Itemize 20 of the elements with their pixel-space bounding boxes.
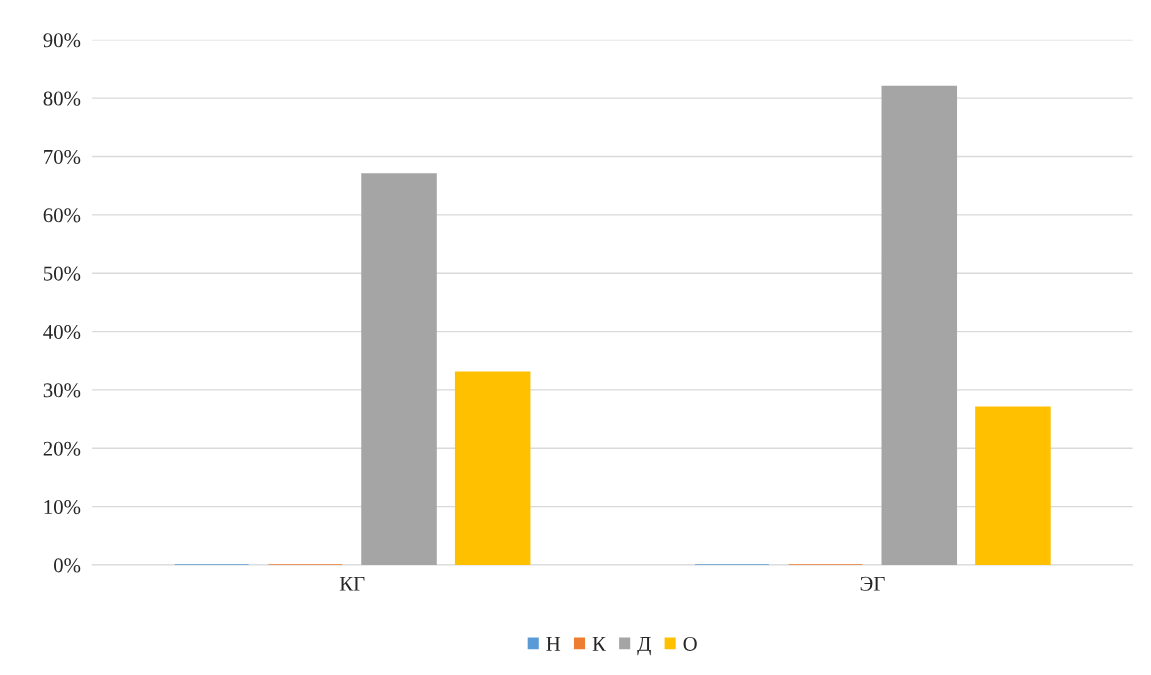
bar — [361, 173, 437, 565]
y-tick-label: 30% — [43, 383, 81, 398]
y-tick-label: 70% — [44, 149, 81, 165]
legend-label: О — [683, 636, 697, 651]
y-tick-label: 10% — [44, 500, 81, 515]
bar — [975, 406, 1051, 565]
y-tick-label: 50% — [43, 266, 81, 281]
y-tick-label: 60% — [43, 208, 81, 223]
y-tick-label: 0% — [53, 558, 81, 573]
x-tick-label: ЭГ — [860, 576, 885, 591]
y-tick-label: 90% — [43, 33, 81, 48]
bar — [881, 85, 958, 565]
legend-label: Д — [637, 637, 651, 656]
y-tick-label: 40% — [43, 324, 81, 340]
legend-label: Н — [546, 637, 561, 651]
legend-label: К — [592, 637, 606, 651]
y-tick-label: 80% — [43, 91, 81, 106]
bar — [454, 371, 531, 565]
x-tick-label: КГ — [339, 576, 365, 591]
y-tick-label: 20% — [43, 441, 81, 456]
